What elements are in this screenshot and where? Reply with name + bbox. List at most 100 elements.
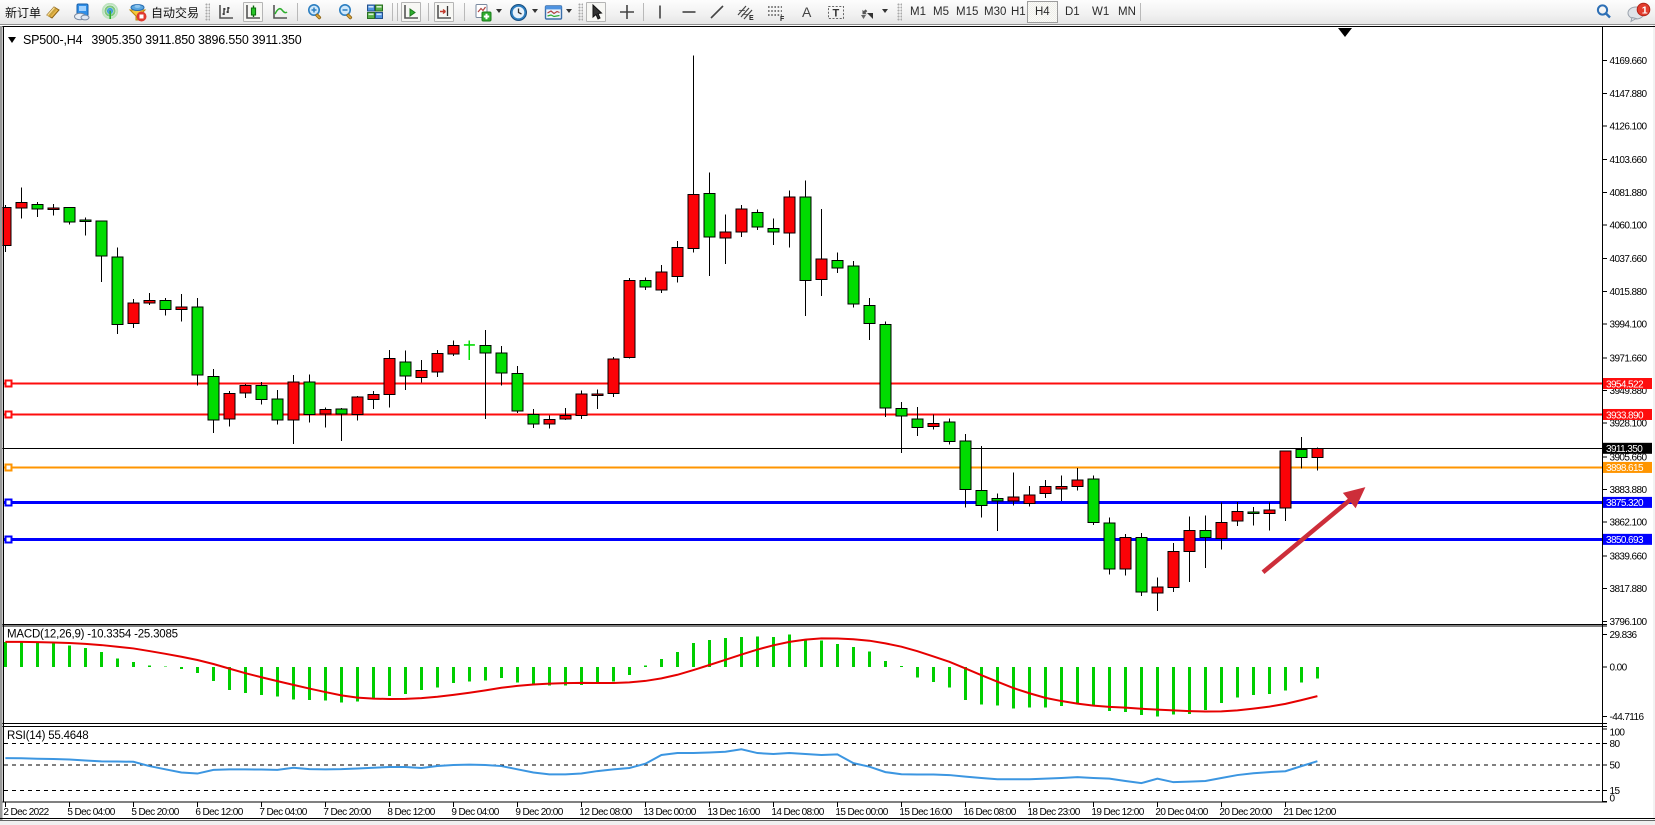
templates-dropdown-caret[interactable] [566, 9, 572, 13]
line-chart-mode-button[interactable] [270, 2, 290, 22]
candle-body[interactable] [735, 208, 748, 233]
candle-body[interactable] [1295, 449, 1308, 459]
candle-body[interactable] [95, 220, 108, 257]
line-anchor-handle[interactable] [4, 535, 13, 544]
candle-body[interactable] [447, 344, 460, 355]
candle-body[interactable] [1263, 509, 1276, 515]
candle-body[interactable] [1119, 536, 1132, 570]
tab-timeframe-mn[interactable]: MN [1111, 1, 1143, 23]
chart-shift-marker[interactable] [1338, 28, 1352, 37]
candle-body[interactable] [495, 352, 508, 374]
candle-body[interactable] [191, 306, 204, 376]
candle-body[interactable] [255, 385, 268, 401]
candle-body[interactable] [31, 204, 44, 210]
search-button[interactable] [1594, 2, 1614, 22]
chart-canvas[interactable]: 4169.660 4147.880 4126.100 4103.660 4081.880… [0, 25, 1655, 825]
candle-body[interactable] [143, 299, 156, 304]
tab-timeframe-m30[interactable]: M30 [977, 1, 1013, 23]
chart-shift-button[interactable] [434, 2, 454, 22]
tab-timeframe-m1[interactable]: M1 [903, 1, 933, 23]
candle-body[interactable] [1007, 496, 1020, 502]
candle-body[interactable] [719, 231, 732, 239]
candle-body[interactable] [1087, 478, 1100, 523]
candle-body[interactable] [911, 418, 924, 428]
candle-body[interactable] [559, 414, 572, 420]
fibonacci-tool-button[interactable]: F [766, 2, 786, 22]
candle-body[interactable] [767, 228, 780, 233]
notifications-button[interactable]: 1 [1626, 2, 1652, 23]
candle-body[interactable] [703, 192, 716, 238]
line-anchor-handle[interactable] [4, 379, 13, 388]
candle-body[interactable] [975, 489, 988, 507]
auto-scroll-button[interactable] [401, 2, 421, 22]
candle-body[interactable] [415, 369, 428, 379]
candle-body[interactable] [1039, 486, 1052, 494]
candle-body[interactable] [639, 279, 652, 288]
candle-body[interactable] [511, 373, 524, 412]
templates-button[interactable] [543, 2, 563, 22]
indicators-dropdown-caret[interactable] [496, 9, 502, 13]
candle-body[interactable] [383, 358, 396, 395]
candle-body[interactable] [863, 305, 876, 325]
candle-chart-mode-button[interactable] [243, 2, 263, 22]
candle-body[interactable] [751, 212, 764, 228]
candle-body[interactable] [623, 279, 636, 359]
channel-tool-button[interactable]: E [736, 2, 756, 22]
candle-body[interactable] [175, 306, 188, 310]
candle-body[interactable] [1151, 586, 1164, 594]
tab-timeframe-d1[interactable]: D1 [1058, 1, 1087, 23]
candle-body[interactable] [207, 375, 220, 421]
candle-body[interactable] [0, 207, 12, 247]
candle-body[interactable] [431, 353, 444, 373]
candle-body[interactable] [1167, 551, 1180, 589]
candle-body[interactable] [319, 408, 332, 415]
new-order-button[interactable]: 新订单 [3, 2, 43, 22]
candle-body[interactable] [783, 196, 796, 234]
candle-body[interactable] [1103, 522, 1116, 570]
candle-body[interactable] [815, 258, 828, 281]
candle-body[interactable] [575, 393, 588, 416]
candle-body[interactable] [927, 423, 940, 428]
vertical-line-tool-button[interactable] [650, 2, 670, 22]
candle-body[interactable] [1055, 486, 1068, 490]
zoom-out-button[interactable] [336, 2, 356, 22]
tile-windows-button[interactable] [365, 2, 385, 22]
candle-body[interactable] [47, 207, 60, 211]
candle-body[interactable] [271, 398, 284, 421]
text-label-tool-button[interactable]: T [826, 2, 846, 22]
candle-body[interactable] [479, 344, 492, 354]
arrows-tool-button[interactable] [857, 2, 877, 22]
candle-body[interactable] [239, 385, 252, 394]
candle-body[interactable] [287, 381, 300, 421]
candle-body[interactable] [159, 299, 172, 310]
tab-timeframe-m15[interactable]: M15 [949, 1, 985, 23]
zoom-in-button[interactable] [305, 2, 325, 22]
crosshair-tool-button[interactable] [617, 2, 637, 22]
periods-dropdown-caret[interactable] [532, 9, 538, 13]
candle-body[interactable] [527, 414, 540, 425]
signals-button[interactable] [100, 2, 120, 22]
candle-body[interactable] [399, 361, 412, 377]
text-tool-button[interactable]: A [797, 2, 817, 22]
candle-body[interactable] [671, 246, 684, 278]
candle-body[interactable] [959, 440, 972, 491]
history-center-button[interactable] [43, 2, 63, 22]
candle-body[interactable] [351, 396, 364, 416]
indicators-button[interactable] [472, 2, 492, 22]
tab-timeframe-h4[interactable]: H4 [1027, 1, 1058, 23]
candle-body[interactable] [15, 202, 28, 209]
candle-body[interactable] [63, 207, 76, 223]
candle-body[interactable] [687, 193, 700, 250]
tab-timeframe-w1[interactable]: W1 [1085, 1, 1116, 23]
cursor-tool-button[interactable] [586, 2, 606, 22]
autotrading-button[interactable]: 自动交易 [126, 2, 201, 22]
candle-body[interactable] [367, 393, 380, 401]
tab-timeframe-m5[interactable]: M5 [926, 1, 956, 23]
line-anchor-handle[interactable] [4, 463, 13, 472]
trend-arrow-annotation[interactable] [1261, 496, 1354, 574]
candle-body[interactable] [943, 421, 956, 443]
candle-body[interactable] [543, 419, 556, 425]
candle-body[interactable] [591, 393, 604, 397]
candle-body[interactable] [111, 256, 124, 325]
horizontal-line-tool-button[interactable] [679, 2, 699, 22]
